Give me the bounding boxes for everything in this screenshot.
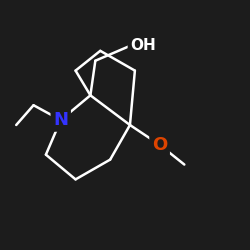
- Text: OH: OH: [130, 38, 156, 54]
- Text: O: O: [152, 136, 167, 154]
- Text: N: N: [53, 111, 68, 129]
